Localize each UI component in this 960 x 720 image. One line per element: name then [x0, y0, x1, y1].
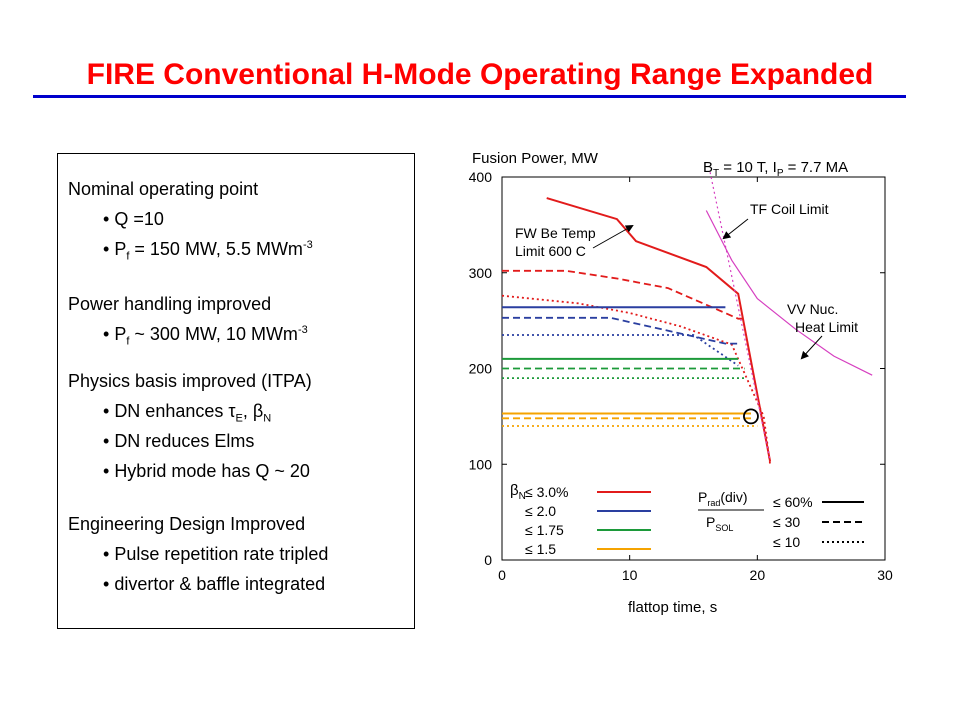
pf-subscript: f: [126, 250, 130, 263]
dn-reduces-text: DN reduces Elms: [114, 431, 255, 451]
x-tick-label: 20: [750, 567, 766, 583]
annotation-vv-line2: Heat Limit: [795, 319, 858, 335]
series-line-red-dotted: [501, 294, 771, 465]
legend-prad-label: ≤ 10: [773, 534, 800, 550]
annotation-vv-line1: VV Nuc.: [787, 301, 838, 317]
y-tick-label: 200: [469, 361, 493, 377]
series-line-red-solid: [546, 197, 772, 462]
series-line-magenta-solid: [705, 210, 873, 376]
annotation-tf-coil: TF Coil Limit: [750, 201, 829, 217]
x-tick-label: 0: [498, 567, 506, 583]
tau-symbol: τ: [228, 401, 236, 421]
annotation-vv-arrow: [800, 335, 823, 360]
legend-prad-numerator: Prad(div): [698, 489, 748, 508]
legend-prad: ≤ 60% ≤ 30 ≤ 10: [773, 494, 864, 550]
pf-value: = 150 MW, 5.5 MWm: [129, 239, 303, 259]
bullet-divertor: • divertor & baffle integrated: [103, 574, 326, 594]
tau-subscript: E: [235, 412, 243, 425]
pulse-text: Pulse repetition rate tripled: [114, 544, 329, 564]
annotation-fw-be-arrow: [592, 225, 634, 249]
section-heading-nominal: Nominal operating point: [68, 179, 259, 199]
bullet-pf-improved: • Pf ~ 300 MW, 10 MWm-3: [103, 324, 308, 348]
bullet-dn-reduces: • DN reduces Elms: [103, 431, 255, 451]
y-tick-label: 0: [484, 552, 492, 568]
pf-label: P: [114, 239, 127, 259]
legend-beta-label: ≤ 3.0%: [525, 484, 568, 500]
series-line-magenta-dotted: [709, 172, 771, 461]
bullet-pf-nominal: • Pf = 150 MW, 5.5 MWm-3: [103, 239, 313, 263]
pf-label: P: [114, 324, 127, 344]
bullet-dn-enhances: • DN enhances τE, βN: [103, 401, 272, 425]
legend-beta-label: ≤ 1.5: [525, 541, 556, 557]
legend-beta: ≤ 3.0% ≤ 2.0 ≤ 1.75 ≤ 1.5: [525, 484, 651, 557]
hybrid-text: Hybrid mode has Q ~ 20: [114, 461, 310, 481]
operating-point-marker: [743, 408, 759, 425]
annotation-tf-coil-arrow: [722, 218, 749, 240]
legend-beta-label: ≤ 2.0: [525, 503, 556, 519]
annotation-fw-be-line1: FW Be Temp: [515, 225, 596, 241]
dn-enhances-text: DN enhances: [114, 401, 229, 421]
pf-exponent: -3: [302, 239, 313, 251]
series-line-red-dashed: [502, 269, 745, 320]
beta-subscript: N: [263, 412, 272, 425]
title-underline: [33, 95, 906, 98]
slide-title: FIRE Conventional H-Mode Operating Range…: [86, 58, 874, 91]
summary-text-box: Nominal operating point • Q =10 • Pf = 1…: [57, 153, 415, 629]
legend-prad-label: ≤ 30: [773, 514, 800, 530]
beta-symbol: β: [252, 401, 264, 421]
bullet-q: • Q =10: [103, 209, 164, 229]
bullet-pulse: • Pulse repetition rate tripled: [103, 544, 329, 564]
pf-exponent: -3: [297, 324, 308, 336]
chart-series: [501, 172, 873, 465]
pf-value: ~ 300 MW, 10 MWm: [129, 324, 298, 344]
series-line-blue-dotted: [502, 334, 739, 367]
legend-beta-title: βN: [510, 482, 526, 502]
series-line-blue-dashed: [502, 316, 739, 345]
section-heading-power: Power handling improved: [68, 294, 272, 314]
legend-prad-denominator: PSOL: [706, 514, 733, 533]
chart-title: Fusion Power, MW: [472, 150, 599, 167]
bullet-q-text: Q =10: [114, 209, 164, 229]
x-tick-label: 30: [877, 567, 893, 583]
comma: ,: [242, 401, 253, 421]
legend-prad-label: ≤ 60%: [773, 494, 813, 510]
x-axis-label: flattop time, s: [628, 599, 717, 616]
divertor-text: divertor & baffle integrated: [114, 574, 326, 594]
legend-beta-label: ≤ 1.75: [525, 522, 564, 538]
chart-subtitle: BT = 10 T, IP = 7.7 MA: [703, 159, 848, 179]
y-tick-label: 100: [469, 456, 493, 472]
pf-subscript: f: [126, 335, 130, 348]
annotation-fw-be-line2: Limit 600 C: [515, 243, 586, 259]
y-tick-label: 400: [469, 169, 493, 185]
bullet-hybrid: • Hybrid mode has Q ~ 20: [103, 461, 310, 481]
y-tick-label: 300: [469, 265, 493, 281]
section-heading-engineering: Engineering Design Improved: [68, 514, 306, 534]
x-tick-label: 10: [622, 567, 638, 583]
section-heading-physics: Physics basis improved (ITPA): [68, 371, 312, 391]
